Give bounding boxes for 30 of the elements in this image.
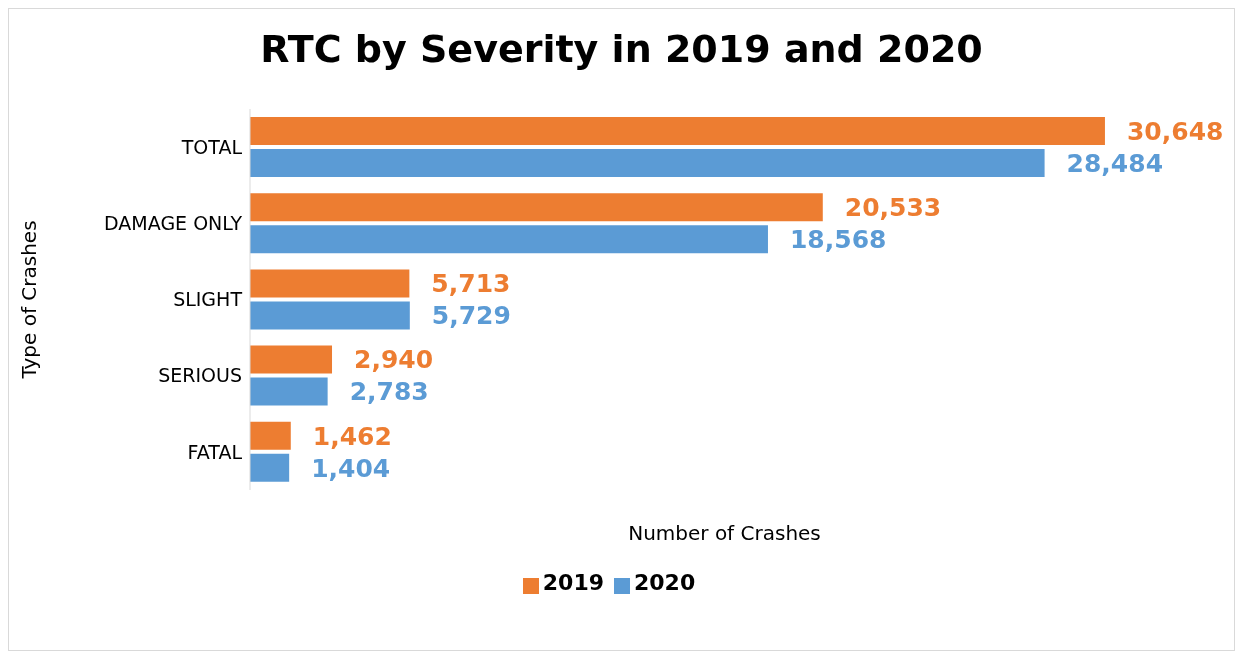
- y-tick-label: TOTAL: [180, 135, 243, 158]
- bar: [250, 377, 328, 406]
- y-tick-label: DAMAGE ONLY: [104, 212, 243, 235]
- bar: [250, 225, 768, 254]
- chart-title: RTC by Severity in 2019 and 2020: [259, 27, 984, 71]
- x-axis-title: Number of Crashes: [628, 521, 821, 545]
- legend-label: 2020: [634, 570, 696, 595]
- bar: [250, 117, 1105, 145]
- data-label: 18,568: [789, 225, 887, 255]
- data-label: 2,940: [354, 345, 434, 375]
- y-tick-label: SERIOUS: [158, 364, 242, 387]
- data-label: 2,783: [349, 377, 429, 407]
- data-label: 5,729: [431, 301, 511, 331]
- data-label: 20,533: [844, 193, 942, 223]
- data-label: 5,713: [431, 269, 511, 299]
- bar: [250, 193, 823, 222]
- bar: [250, 269, 410, 298]
- legend-label: 2019: [542, 570, 604, 595]
- bar: [250, 149, 1045, 177]
- data-label: 30,648: [1126, 116, 1224, 146]
- data-label: 28,484: [1066, 148, 1164, 178]
- bar: [250, 421, 291, 450]
- bar: [250, 453, 290, 482]
- y-tick-label: SLIGHT: [173, 288, 243, 311]
- y-axis-title: Type of Crashes: [17, 220, 42, 380]
- bar: [250, 345, 333, 374]
- bar: [250, 301, 410, 330]
- y-tick-label: FATAL: [187, 440, 243, 463]
- data-label: 1,404: [311, 453, 391, 483]
- data-label: 1,462: [312, 421, 392, 451]
